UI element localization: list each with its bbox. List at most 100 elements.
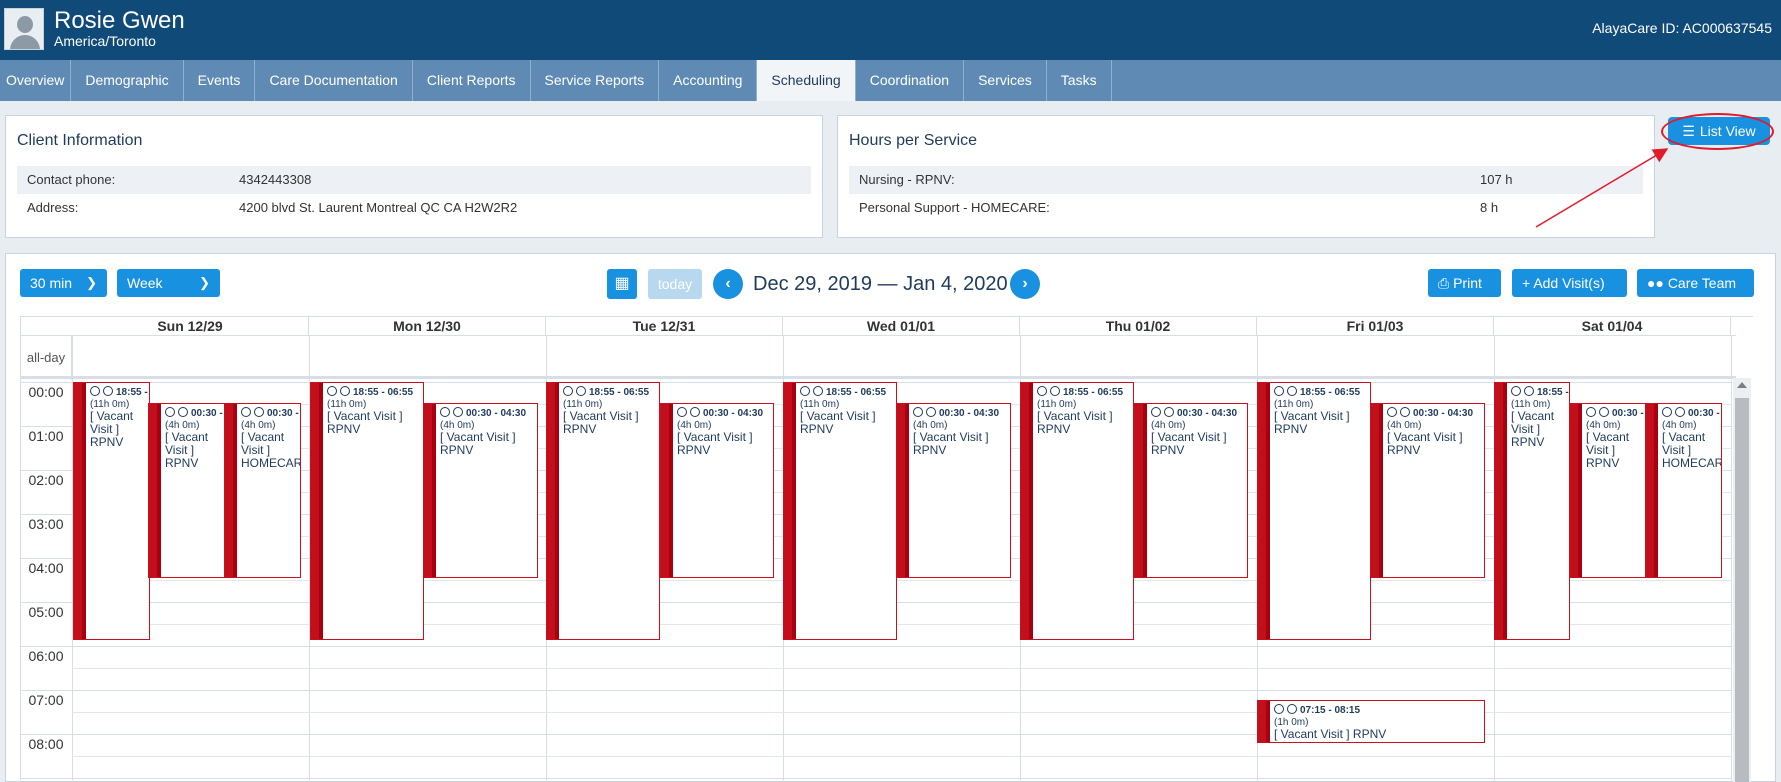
tab-services[interactable]: Services <box>964 60 1047 101</box>
list-view-button[interactable]: ☰ List View <box>1668 117 1770 145</box>
print-icon: ⎙ <box>1438 275 1450 291</box>
visit-title: [ Vacant Visit ] RPNV <box>327 409 403 436</box>
visit-event[interactable]: 00:30 - 04:30 (4h 0m) [ Vacant Visit ] H… <box>1645 403 1722 578</box>
visit-event[interactable]: 00:30 - 04:30 (4h 0m) [ Vacant Visit ] R… <box>896 403 1011 578</box>
visit-event[interactable]: 00:30 - 04:30 (4h 0m) [ Vacant Visit ] R… <box>1569 403 1646 578</box>
day-header-sat: Sat 01/04 <box>1494 317 1731 335</box>
recurring-icon <box>800 386 810 396</box>
tab-care-documentation[interactable]: Care Documentation <box>255 60 413 101</box>
visit-event[interactable]: 00:30 - 04:30 (4h 0m) [ Vacant Visit ] R… <box>423 403 538 578</box>
status-icon <box>576 386 586 396</box>
visit-event[interactable]: 07:15 - 08:15 (1h 0m) [ Vacant Visit ] R… <box>1257 700 1485 743</box>
recurring-icon <box>1662 407 1672 417</box>
status-icon <box>340 386 350 396</box>
add-visits-button[interactable]: + Add Visit(s) <box>1512 269 1627 297</box>
plus-icon: + <box>1522 275 1531 291</box>
print-button[interactable]: ⎙ Print <box>1428 269 1501 297</box>
visit-detail: 00:30 - 04:30 (4h 0m) [ Vacant Visit ] R… <box>913 407 1008 457</box>
visit-event[interactable]: 00:30 - 04:30 (4h 0m) [ Vacant Visit ] H… <box>224 403 301 578</box>
scroll-thumb[interactable] <box>1735 398 1749 782</box>
day-header-thu: Thu 01/02 <box>1020 317 1257 335</box>
visit-event[interactable]: 18:55 - 06:55 (11h 0m) [ Vacant Visit ] … <box>310 382 424 640</box>
time-label: 01:00 <box>28 428 64 444</box>
visit-title: [ Vacant Visit ] RPNV <box>563 409 639 436</box>
time-label: 06:00 <box>28 648 64 664</box>
visit-title: [ Vacant Visit ] RPNV <box>1511 409 1555 449</box>
tab-overview[interactable]: Overview <box>0 60 72 101</box>
visit-title: [ Vacant Visit ] RPNV <box>1037 409 1113 436</box>
visit-event[interactable]: 00:30 - 04:30 (4h 0m) [ Vacant Visit ] R… <box>1134 403 1248 578</box>
visit-event[interactable]: 18:55 - 06:55 (11h 0m) [ Vacant Visit ] … <box>783 382 897 640</box>
visit-title: [ Vacant Visit ] RPNV <box>1274 409 1350 436</box>
time-label: 03:00 <box>28 516 64 532</box>
grid-line <box>1731 335 1732 782</box>
visit-status-stripe <box>1258 701 1270 742</box>
recurring-icon <box>563 386 573 396</box>
recurring-icon <box>90 386 100 396</box>
visit-status-stripe <box>149 404 161 577</box>
time-label: 07:00 <box>28 692 64 708</box>
visit-event[interactable]: 00:30 - 04:30 (4h 0m) [ Vacant Visit ] R… <box>660 403 774 578</box>
visit-time: 00:30 - 04:30 <box>165 407 225 420</box>
visit-detail: 18:55 - 06:55 <box>1063 387 1124 398</box>
tab-coordination[interactable]: Coordination <box>856 60 965 101</box>
today-button[interactable]: today <box>648 269 702 299</box>
visit-detail: 00:30 - 04:30 <box>939 408 1000 419</box>
client-timezone: America/Toronto <box>54 33 156 49</box>
status-icon <box>926 407 936 417</box>
interval-label: 30 min <box>30 275 73 291</box>
visit-event[interactable]: 18:55 - 06:55 (11h 0m) [ Vacant Visit ] … <box>1020 382 1134 640</box>
visit-detail: 18:55 - 06:55 <box>353 387 414 398</box>
status-icon <box>453 407 463 417</box>
visit-event[interactable]: 00:30 - 04:30 (4h 0m) [ Vacant Visit ] R… <box>148 403 226 578</box>
visit-detail: 00:30 - 04:30 (4h 0m) [ Vacant Visit ] R… <box>440 407 535 457</box>
scroll-up-icon[interactable] <box>1737 382 1747 388</box>
day-header-fri: Fri 01/03 <box>1257 317 1494 335</box>
visit-time: 00:30 - 04:30 <box>1586 407 1645 420</box>
care-team-button[interactable]: ●● Care Team <box>1637 269 1754 297</box>
visit-status-stripe <box>897 404 909 577</box>
visit-event[interactable]: 18:55 - 06:55 (11h 0m) [ Vacant Visit ] … <box>73 382 150 640</box>
print-label: Print <box>1453 275 1482 291</box>
visit-status-stripe <box>784 383 796 639</box>
visit-time: 18:55 - 06:55 <box>1037 386 1131 399</box>
visit-duration: (4h 0m) <box>677 420 712 431</box>
visit-title: [ Vacant Visit ] RPNV <box>913 430 989 457</box>
panel-title: Hours per Service <box>849 132 978 149</box>
time-label: 05:00 <box>28 604 64 620</box>
tab-accounting[interactable]: Accounting <box>659 60 758 101</box>
all-day-row: all-day <box>21 335 1736 380</box>
grid-line <box>72 756 1731 757</box>
next-week-button[interactable]: › <box>1010 269 1040 299</box>
visit-status-stripe <box>225 404 237 577</box>
visit-duration: (4h 0m) <box>1151 420 1186 431</box>
calendar-picker-button[interactable]: ▦ <box>607 269 637 299</box>
prev-week-button[interactable]: ‹ <box>713 269 743 299</box>
tab-tasks[interactable]: Tasks <box>1047 60 1112 101</box>
view-select[interactable]: Week ❯ <box>117 269 220 297</box>
grid-line <box>21 646 1731 647</box>
tab-scheduling[interactable]: Scheduling <box>757 60 856 101</box>
visit-detail: 00:30 - 04:30 <box>1413 408 1474 419</box>
status-icon <box>1400 407 1410 417</box>
visit-event[interactable]: 18:55 - 06:55 (11h 0m) [ Vacant Visit ] … <box>1494 382 1570 640</box>
visit-detail: 18:55 - 06:55 <box>589 387 650 398</box>
tab-service-reports[interactable]: Service Reports <box>531 60 660 101</box>
visit-status-stripe <box>311 383 323 639</box>
tab-events[interactable]: Events <box>184 60 256 101</box>
visit-status-stripe <box>661 404 673 577</box>
users-icon: ●● <box>1647 275 1664 291</box>
chevron-left-icon: ‹ <box>725 275 731 292</box>
interval-select[interactable]: 30 min ❯ <box>20 269 107 297</box>
visit-event[interactable]: 18:55 - 06:55 (11h 0m) [ Vacant Visit ] … <box>1257 382 1371 640</box>
visit-detail: 18:55 - 06:55 <box>1537 387 1569 398</box>
tab-client-reports[interactable]: Client Reports <box>413 60 531 101</box>
visit-event[interactable]: 18:55 - 06:55 (11h 0m) [ Vacant Visit ] … <box>546 382 660 640</box>
day-header-wed: Wed 01/01 <box>783 317 1020 335</box>
status-icon <box>690 407 700 417</box>
calendar-scrollbar[interactable] <box>1733 378 1751 782</box>
visit-detail: 00:30 - 04:30 <box>466 408 527 419</box>
visit-event[interactable]: 00:30 - 04:30 (4h 0m) [ Vacant Visit ] R… <box>1370 403 1485 578</box>
tab-demographic[interactable]: Demographic <box>71 60 184 101</box>
recurring-icon <box>241 407 251 417</box>
